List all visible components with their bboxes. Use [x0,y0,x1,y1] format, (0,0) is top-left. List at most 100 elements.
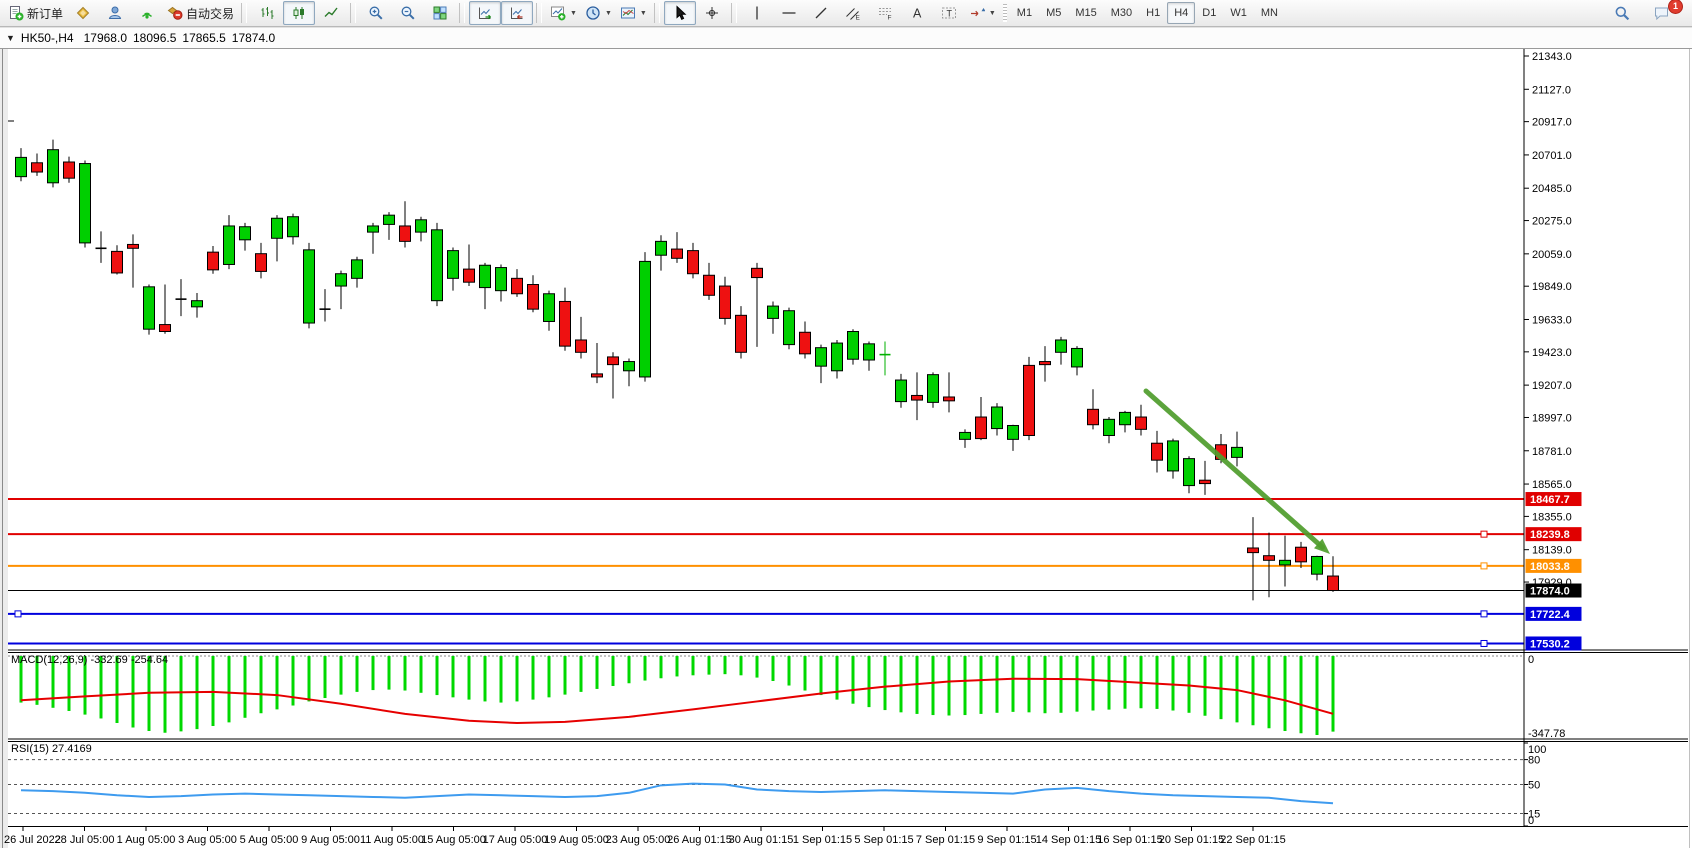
timeframe-m15-button[interactable]: M15 [1075,7,1097,19]
timeframe-w1-button[interactable]: W1 [1230,7,1247,19]
crosshair-button[interactable] [696,1,728,25]
fibonacci-button[interactable]: F [869,1,901,25]
timeframe-m5-button[interactable]: M5 [1046,7,1062,19]
cursor-button[interactable] [663,1,696,25]
timeframe-h1-button[interactable]: H1 [1146,7,1161,19]
timeframe-m30-button[interactable]: M30 [1110,7,1133,19]
chat-button[interactable]: 1 [1646,0,1683,25]
fibonacci-icon: F [878,8,891,22]
candlestick-chart-icon [293,7,305,19]
candle [1071,347,1083,368]
candle [255,253,267,272]
time-tick-label: 1 Sep 01:15 [793,834,852,846]
chevron-down-icon[interactable]: ▼ [639,9,647,17]
price-tag-17722.4: 17722.4 [1525,606,1582,621]
horizontal-line-button[interactable] [773,1,805,25]
candle [575,339,587,353]
zoom-out-button[interactable] [392,1,424,25]
profile-button[interactable] [99,1,131,25]
candle [527,284,539,310]
crosshair-icon [705,7,718,19]
timeframe-d1-button[interactable]: D1 [1202,7,1217,19]
chart-area: 21343.0 21127.0 20917.0 20701.0 20485.0 20275… [0,49,1692,854]
svg-text:F: F [887,15,891,22]
candle [639,260,651,378]
bar-chart-button[interactable] [251,1,283,25]
candle [911,394,923,401]
rsi-axis-label: 80 [1528,755,1540,767]
tile-windows-icon [433,6,447,20]
trendline-button[interactable] [805,1,837,25]
search-button[interactable] [1606,1,1638,25]
autotrade-button[interactable]: 自动交易 [163,1,238,25]
price-tag-bg [1525,527,1582,542]
line-handle[interactable] [1480,639,1488,647]
new-order-icon [10,6,24,21]
candle [111,250,123,274]
ohlc-open: 17968.0 [83,31,127,45]
metaeditor-button[interactable] [67,1,99,25]
zoom-in-button[interactable] [360,1,392,25]
rsi-axis-label: 15 [1528,809,1540,821]
timeframe-h4-button[interactable]: H4 [1167,2,1196,24]
line-handle[interactable] [1480,530,1488,538]
chevron-down-icon[interactable]: ▼ [988,9,996,17]
timeframe-m1-button[interactable]: M1 [1016,7,1033,19]
channel-button[interactable]: E [837,1,869,25]
chevron-down-icon[interactable]: ▼ [604,9,612,17]
candle [655,240,667,256]
candle [959,431,971,440]
candle [1279,559,1291,566]
candle [47,149,59,184]
vertical-line-button[interactable] [741,1,773,25]
price-tick-label: 18997.0 [1532,412,1572,424]
shapes-icon [970,8,985,17]
candle [783,310,795,346]
shapes-button[interactable]: ▼ [965,1,1000,25]
line-handle[interactable] [1480,562,1488,570]
ohlc-close: 17874.0 [231,31,276,45]
timeframe-mn-button[interactable]: MN [1260,7,1278,19]
line-handle[interactable] [14,610,22,618]
chart-shift-button[interactable] [501,1,534,25]
time-tick-label: 17 Aug 05:00 [483,834,548,846]
candle [143,286,155,330]
trend-arrow-line[interactable] [1143,388,1326,550]
price-tag-text: 18467.7 [1530,494,1570,506]
chevron-down-icon[interactable]: ▼ [570,9,577,17]
periods-button[interactable]: ▼ [581,1,616,25]
collapse-icon[interactable]: ▼ [6,33,15,43]
line-handle[interactable] [1480,610,1488,618]
price-chart: 21343.0 21127.0 20917.0 20701.0 20485.0 20275… [0,49,1692,848]
auto-scroll-button[interactable] [469,1,502,25]
candle [479,264,491,289]
ohlc-high: 18096.5 [133,31,177,45]
candle [1247,547,1259,554]
tile-windows-button[interactable] [424,1,456,25]
candle [303,249,315,324]
candle [1311,555,1323,575]
candle [1183,458,1195,487]
bar-chart-icon [261,7,274,19]
chart-header: ▼ HK50-,H4 17968.0 18096.5 17865.5 17874… [0,27,1692,49]
candlestick-chart-button[interactable] [283,1,316,25]
text-button[interactable]: A [901,1,933,25]
new-order-button[interactable]: 新订单 [4,1,67,25]
svg-text:A: A [913,7,922,21]
price-tick-label: 18781.0 [1532,446,1572,458]
candle [463,268,475,283]
label-button[interactable]: T [933,1,965,25]
line-chart-button[interactable] [315,1,347,25]
toolbar-separator [653,3,660,23]
time-tick-label: 22 Sep 01:15 [1220,834,1285,846]
trendline-icon [815,7,827,19]
candle [431,229,443,302]
notification-badge: 1 [1668,0,1683,14]
templates-button[interactable]: ▼ [616,1,651,25]
trend-arrow-head[interactable] [1314,538,1330,554]
signals-button[interactable] [131,1,163,25]
price-tag-text: 17874.0 [1530,586,1570,598]
indicators-button[interactable]: ▼ [546,1,581,25]
label-icon: T [941,7,956,19]
